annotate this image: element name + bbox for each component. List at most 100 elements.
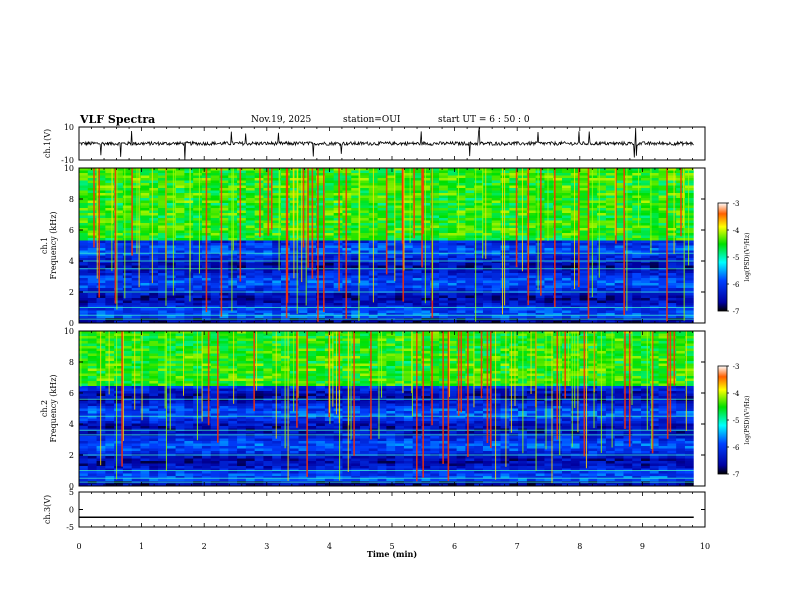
spectrogram-cell xyxy=(87,235,98,239)
spectrogram-cell xyxy=(184,280,194,284)
spectrogram-cell xyxy=(210,338,221,342)
spectrogram-cell xyxy=(562,203,572,206)
spectrogram-cell xyxy=(570,240,581,244)
spectrogram-cell xyxy=(482,208,493,211)
spectrogram-cell xyxy=(263,253,273,256)
spectrogram-cell xyxy=(465,300,475,304)
spectrogram-cell xyxy=(324,253,335,256)
spectrogram-cell xyxy=(166,220,177,224)
spectrogram-cell xyxy=(403,183,414,186)
spectrogram-cell xyxy=(158,275,168,279)
spectrogram-cell xyxy=(184,268,194,271)
spectrogram-cell xyxy=(228,283,238,286)
spectrogram-cell xyxy=(500,248,510,251)
spectrogram-cell xyxy=(597,285,607,289)
spectrogram-cell xyxy=(649,175,660,179)
spectrogram-cell xyxy=(280,283,291,286)
spectrogram-cell xyxy=(535,310,545,314)
spectrogram-cell xyxy=(280,278,291,281)
spectrogram-cell xyxy=(649,250,660,254)
spectrogram-cell xyxy=(491,180,502,184)
spectrogram-cell xyxy=(263,341,273,344)
spectrogram-cell xyxy=(149,308,159,311)
spectrogram-cell xyxy=(140,245,150,249)
spectrogram-cell xyxy=(649,258,660,261)
spectrogram-cell xyxy=(447,233,458,236)
spectrogram-cell xyxy=(623,205,633,209)
spectrogram-cell xyxy=(623,268,633,271)
spectrogram-cell xyxy=(482,213,493,216)
spectrogram-cell xyxy=(632,333,642,337)
spectrogram-cell xyxy=(465,313,475,316)
spectrogram-cell xyxy=(676,270,686,274)
spectrogram-cell xyxy=(570,270,581,274)
spectrogram-cell xyxy=(447,213,458,216)
spectrogram-cell xyxy=(324,270,335,274)
spectrogram-cell xyxy=(272,183,282,186)
spectrogram-cell xyxy=(430,303,440,306)
spectrogram-cell xyxy=(614,310,624,314)
spectrogram-cell xyxy=(605,183,616,186)
spectrogram-cell xyxy=(272,283,282,286)
spectrogram-cell xyxy=(105,320,115,323)
spectrogram-cell xyxy=(482,188,493,191)
spectrogram-cell xyxy=(175,238,185,241)
spectrogram-cell xyxy=(465,336,475,339)
spectrogram-cell xyxy=(553,315,563,319)
spectrogram-cell xyxy=(509,240,519,244)
spectrogram-cell xyxy=(403,243,414,246)
spectrogram-cell xyxy=(667,188,677,191)
spectrogram-cell xyxy=(289,331,300,334)
spectrogram-cell xyxy=(210,245,221,249)
spectrogram-cell xyxy=(324,198,335,201)
spectrogram-cell xyxy=(324,218,335,221)
spectrogram-cell xyxy=(570,338,581,342)
spectrogram-cell xyxy=(447,228,458,231)
spectrogram-cell xyxy=(360,283,370,286)
spectrogram-cell xyxy=(254,278,264,281)
spectrogram-cell xyxy=(140,188,150,191)
y-axis-label: Frequency (kHz) xyxy=(49,211,58,279)
spectrogram-cell xyxy=(684,233,695,236)
spectrogram-cell xyxy=(474,240,484,244)
spectrogram-cell xyxy=(96,258,106,261)
spectrogram-cell xyxy=(570,205,581,209)
spectrogram-cell xyxy=(351,336,361,339)
spectrogram-cell xyxy=(272,315,282,319)
spectrogram-cell xyxy=(430,300,440,304)
spectrogram-cell xyxy=(649,215,660,219)
spectrogram-cell xyxy=(237,280,247,284)
spectrogram-cell xyxy=(632,270,642,274)
spectrogram-cell xyxy=(544,213,554,216)
spectrogram-cell xyxy=(263,260,273,264)
spectrogram-cell xyxy=(210,331,221,334)
spectrogram-cell xyxy=(377,331,387,334)
spectrogram-cell xyxy=(342,170,352,174)
spectrogram-cell xyxy=(421,295,431,299)
spectrogram-cell xyxy=(526,245,537,249)
spectrogram-cell xyxy=(588,243,598,246)
spectrogram-cell xyxy=(158,195,168,199)
spectrogram-cell xyxy=(403,195,414,199)
spectrogram-cell xyxy=(447,280,458,284)
spectrogram-cell xyxy=(351,298,361,301)
spectrogram-cell xyxy=(316,338,326,342)
spectrogram-cell xyxy=(562,303,572,306)
spectrogram-cell xyxy=(149,285,159,289)
spectrogram-cell xyxy=(597,180,607,184)
spectrogram-cell xyxy=(447,188,458,191)
spectrogram-cell xyxy=(544,293,554,296)
spectrogram-cell xyxy=(342,253,352,256)
spectrogram-cell xyxy=(614,240,624,244)
spectrogram-cell xyxy=(395,183,405,186)
spectrogram-cell xyxy=(360,205,370,209)
spectrogram-cell xyxy=(614,200,624,204)
spectrogram-cell xyxy=(676,253,686,256)
spectrogram-cell xyxy=(228,338,238,342)
spectrogram-cell xyxy=(131,168,141,171)
spectrogram-cell xyxy=(166,213,177,216)
spectrogram-cell xyxy=(667,333,677,337)
spectrogram-cell xyxy=(360,178,370,181)
spectrogram-cell xyxy=(272,275,282,279)
spectrogram-cell xyxy=(439,225,449,229)
